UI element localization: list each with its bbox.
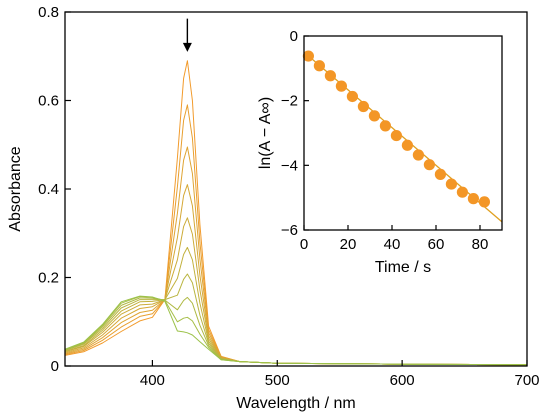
inset-point-10 [412,149,424,161]
inset-axis-ticks: 0 20 40 60 80 0 −2 −4 −6 [281,28,488,253]
inset-point-13 [445,178,457,190]
inset-point-14 [456,186,468,198]
inset-point-16 [478,196,490,208]
inset-point-9 [401,139,413,151]
main-x-axis-title: Wavelength / nm [236,395,355,412]
inset-x-tick-label-60: 60 [428,236,445,253]
inset-point-15 [467,193,479,205]
main-x-tick-label-400: 400 [140,372,165,389]
spectrum-line-8 [64,296,528,366]
inset-point-4 [346,90,358,103]
spectrum-line-5 [64,246,528,366]
main-y-tick-label-0.6: 0.6 [38,93,59,110]
inset-point-2 [324,70,336,82]
main-spectra-group [64,60,528,366]
inset-x-tick-label-20: 20 [340,236,357,253]
inset-point-6 [368,110,380,122]
spectrum-line-9 [64,295,528,366]
inset-y-tick-label-−6: −6 [281,222,298,239]
main-y-tick-label-0: 0 [51,358,59,375]
inset-point-3 [335,80,347,92]
inset-point-5 [357,100,369,113]
main-y-tick-label-0.2: 0.2 [38,270,59,287]
main-y-tick-label-0.8: 0.8 [38,4,59,21]
main-y-axis-title: Absorbance [7,146,24,231]
inset-y-axis-title: ln(A − A∞) [257,97,274,169]
arrow-head [182,42,192,52]
inset-point-11 [423,159,435,171]
main-x-tick-label-600: 600 [390,372,415,389]
inset-plot-frame [303,35,503,231]
down-arrow-annotation [182,18,192,52]
inset-x-tick-label-40: 40 [384,236,401,253]
inset-data-points [302,50,490,208]
spectrum-line-4 [64,217,528,366]
inset-y-tick-label-−4: −4 [281,157,298,174]
inset-point-8 [390,129,402,142]
inset-x-tick-label-80: 80 [472,236,489,253]
inset-x-axis-title: Time / s [375,259,431,276]
inset-fit-line [303,51,503,223]
main-x-tick-label-700: 700 [514,372,539,389]
main-x-tick-label-500: 500 [265,372,290,389]
inset-x-tick-label-0: 0 [300,236,308,253]
inset-chart: 0 20 40 60 80 0 −2 −4 −6 [281,28,503,253]
inset-y-tick-label-0: 0 [290,28,298,45]
main-y-tick-label-0.4: 0.4 [38,181,59,198]
inset-y-tick-label-−2: −2 [281,93,298,110]
inset-point-12 [434,168,446,180]
inset-point-0 [302,50,314,62]
inset-point-1 [313,60,325,72]
inset-point-7 [379,120,391,132]
